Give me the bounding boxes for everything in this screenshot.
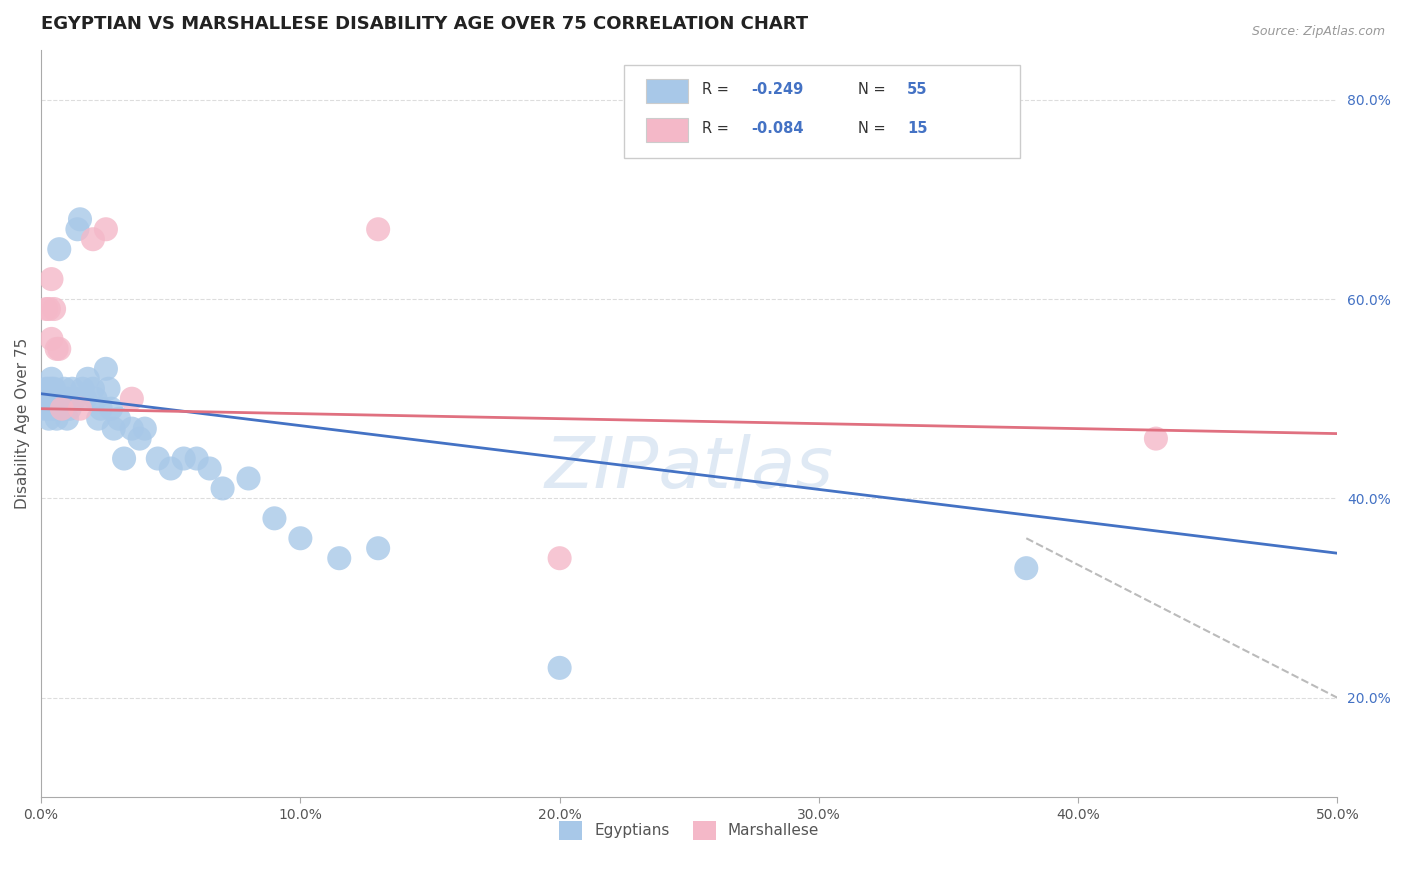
Point [35,392,58,406]
Point [134,422,156,436]
Point [263,511,285,525]
Point [42,301,65,316]
Point [146,451,169,466]
Point [66,222,89,236]
Point [51,392,73,406]
Point [48,242,70,256]
Point [90,401,112,416]
Point [108,411,131,425]
Point [173,451,195,466]
Point [48,342,70,356]
Point [53,382,76,396]
FancyBboxPatch shape [624,65,1019,158]
Text: N =: N = [858,82,890,97]
Point [76,372,98,386]
Point [41,392,63,406]
Point [94,222,117,236]
FancyBboxPatch shape [647,79,688,103]
Point [1144,432,1167,446]
Text: -0.084: -0.084 [751,120,804,136]
Point [56,411,79,425]
Text: 15: 15 [907,120,928,136]
Point [38,411,60,425]
Y-axis label: Disability Age Over 75: Disability Age Over 75 [15,338,30,509]
Point [1015,561,1038,575]
Point [38,382,60,396]
Point [38,301,60,316]
Point [60,382,83,396]
Point [100,401,122,416]
Point [45,401,67,416]
Point [63,392,86,406]
Point [45,342,67,356]
Point [72,382,94,396]
Point [328,551,350,566]
Point [84,392,107,406]
Point [51,401,73,416]
Legend: Egyptians, Marshallese: Egyptians, Marshallese [553,815,825,846]
Point [198,461,221,475]
Point [42,401,65,416]
Point [186,451,208,466]
Point [56,392,79,406]
Point [59,401,82,416]
Point [103,422,125,436]
Point [367,541,389,556]
Text: N =: N = [858,120,890,136]
Point [42,392,65,406]
Point [121,422,143,436]
Point [41,272,63,286]
Point [75,392,97,406]
Point [121,392,143,406]
Point [38,401,60,416]
Point [128,432,150,446]
Point [112,451,135,466]
Point [97,382,120,396]
Point [290,531,312,545]
Point [41,332,63,346]
Point [35,301,58,316]
Text: ZIPatlas: ZIPatlas [544,434,834,503]
Text: R =: R = [702,120,734,136]
Point [367,222,389,236]
Text: Source: ZipAtlas.com: Source: ZipAtlas.com [1251,25,1385,38]
Point [48,401,70,416]
Point [32,401,55,416]
Text: R =: R = [702,82,734,97]
Text: -0.249: -0.249 [751,82,804,97]
Point [238,471,260,485]
Point [42,382,65,396]
Text: EGYPTIAN VS MARSHALLESE DISABILITY AGE OVER 75 CORRELATION CHART: EGYPTIAN VS MARSHALLESE DISABILITY AGE O… [41,15,808,33]
Point [69,401,91,416]
Point [35,382,58,396]
Point [211,482,233,496]
Point [87,411,110,425]
Point [41,382,63,396]
Point [51,401,73,416]
Point [548,551,571,566]
Point [45,411,67,425]
Point [82,232,104,246]
Point [548,661,571,675]
Point [41,372,63,386]
Point [82,382,104,396]
FancyBboxPatch shape [647,118,688,142]
Point [69,212,91,227]
Text: 55: 55 [907,82,928,97]
Point [159,461,181,475]
Point [94,361,117,376]
